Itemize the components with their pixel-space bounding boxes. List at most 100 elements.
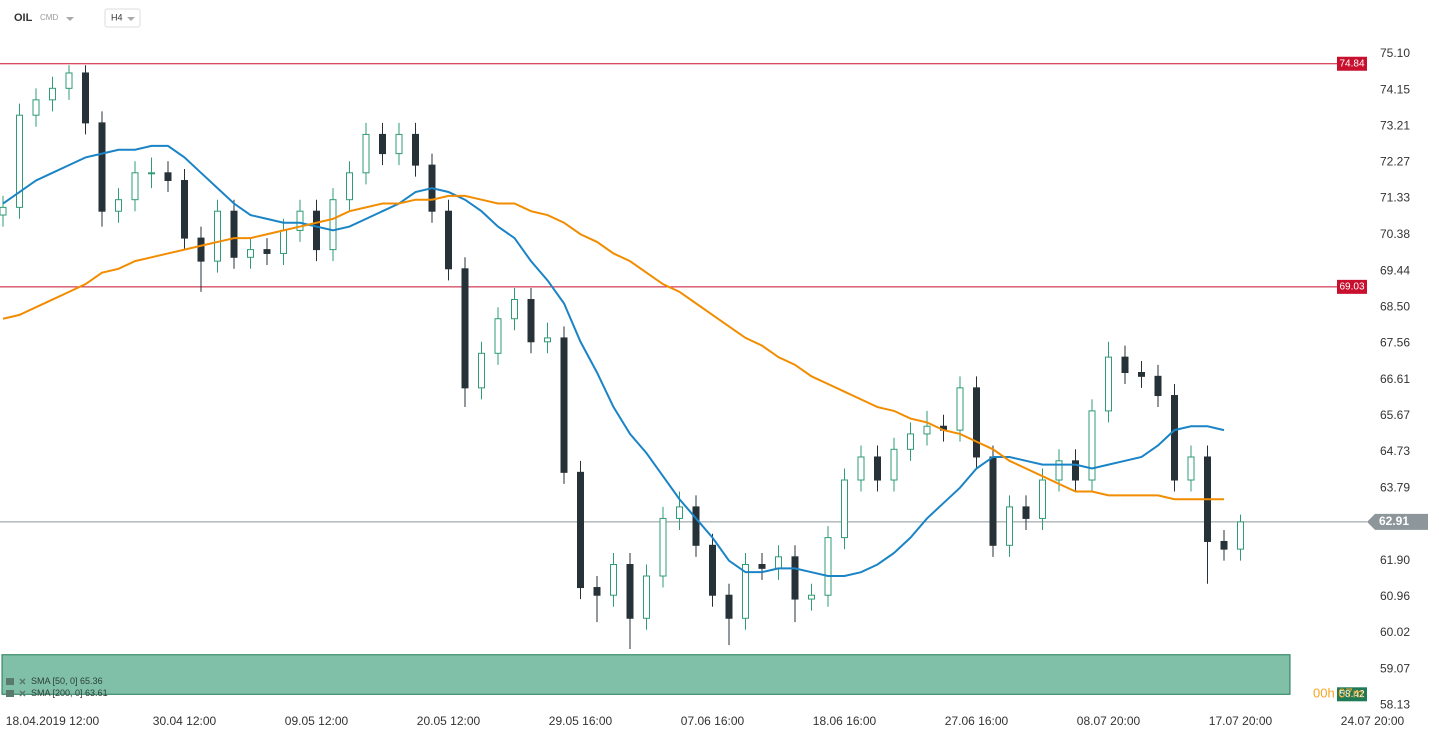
x-tick-label: 18.06 16:00 [813,714,877,728]
candle-body [973,387,980,458]
y-tick-label: 75.10 [1380,46,1410,60]
candle-body [1088,410,1096,481]
candle-body [82,72,89,124]
x-tick-label: 27.06 16:00 [945,714,1009,728]
candle-body [907,433,914,450]
candle-body [643,575,650,619]
candle-body [1220,540,1228,550]
x-tick-label: 29.05 16:00 [549,714,613,728]
candle-body [1105,356,1112,412]
candle-body [1039,479,1046,519]
candle-body [874,456,881,481]
candle-body [98,122,106,212]
sma-line [2,144,1225,578]
level-label: 69.03 [1339,281,1364,292]
market: CMD [40,13,58,22]
candle-body [1072,460,1079,481]
candle-body [49,87,56,101]
candle-body [824,537,832,596]
y-tick-label: 73.21 [1380,119,1410,133]
candle-body [1154,375,1162,397]
candle-body [445,210,452,270]
instrument[interactable]: OIL [14,12,33,24]
candle-body [263,249,271,254]
x-tick-label: 20.05 12:00 [417,714,481,728]
candle-body [692,506,700,546]
timeframe[interactable]: H4 [111,12,123,22]
legend-entry: SMA [50, 0] 65.36 [31,676,103,686]
candle-body [1121,356,1129,373]
x-tick-label: 30.04 12:00 [153,714,217,728]
candle-body [626,564,634,619]
x-tick-label: 17.07 20:00 [1209,714,1273,728]
candle-body [32,99,40,116]
x-tick-label: 08.07 20:00 [1077,714,1141,728]
legend-value: 65.36 [80,676,103,686]
x-tick-label: 07.06 16:00 [681,714,745,728]
candle-body [478,352,485,389]
level-label-box [1337,56,1367,71]
timeframe-box[interactable] [104,8,141,28]
candle-body [131,172,139,201]
y-tick-label: 60.02 [1380,625,1410,639]
y-tick-label: 71.33 [1380,191,1410,205]
candle-body [791,556,799,600]
y-tick-label: 63.79 [1380,480,1410,494]
current-price-box [1367,513,1428,530]
candle-body [742,564,749,619]
candle-body [956,387,964,431]
y-tick-label: 66.61 [1380,372,1410,386]
sma-line [2,194,1224,501]
y-tick-label: 72.27 [1380,155,1410,169]
y-tick-label: 59.07 [1380,662,1410,676]
legend-icon [6,690,14,697]
legend-icon [6,678,14,685]
zone [1,654,1291,695]
candle-body [676,506,683,519]
y-tick-label: 67.56 [1380,335,1410,349]
x-tick-label: 09.05 12:00 [285,714,349,728]
candle-body [775,556,782,569]
candle-body [560,337,568,473]
candle-body [362,133,370,174]
candle-body [16,114,23,208]
candle-body [709,544,716,596]
candle-body [527,299,535,343]
y-tick-label: 70.38 [1380,227,1410,241]
candle-body [577,471,584,589]
candle-body [214,210,221,262]
candle-body [296,210,304,231]
candle-body [65,72,73,89]
candle-body [197,237,205,262]
candle-body [164,172,172,181]
candle-body [1187,456,1195,481]
candle-body [1055,460,1063,481]
candle-body [659,517,667,577]
candle-body [890,448,898,481]
y-tick-label: 69.44 [1380,263,1410,277]
dropdown-arrow[interactable] [66,17,74,21]
y-tick-label: 58.13 [1380,698,1410,712]
countdown: 00h 07m [1313,685,1364,700]
candle-body [923,425,931,435]
y-tick-label: 65.67 [1380,408,1410,422]
legend-close [19,678,26,685]
zone-label-box [1337,687,1367,702]
y-tick-label: 68.50 [1380,299,1410,313]
y-tick-label: 64.73 [1380,444,1410,458]
candle-body [280,229,287,254]
candle-body [1171,395,1178,481]
candle-body [808,594,815,600]
legend-entry: SMA [200, 0] 63.61 [31,688,108,698]
candle-body [593,587,601,596]
dropdown-arrow[interactable] [127,17,135,21]
level-label: 74.84 [1339,58,1364,69]
candle-body [511,299,518,320]
candle-body [379,133,386,155]
candle-body [148,172,155,175]
candle-body [230,210,238,258]
legend-value: 63.61 [85,688,108,698]
y-tick-label: 74.15 [1380,82,1410,96]
